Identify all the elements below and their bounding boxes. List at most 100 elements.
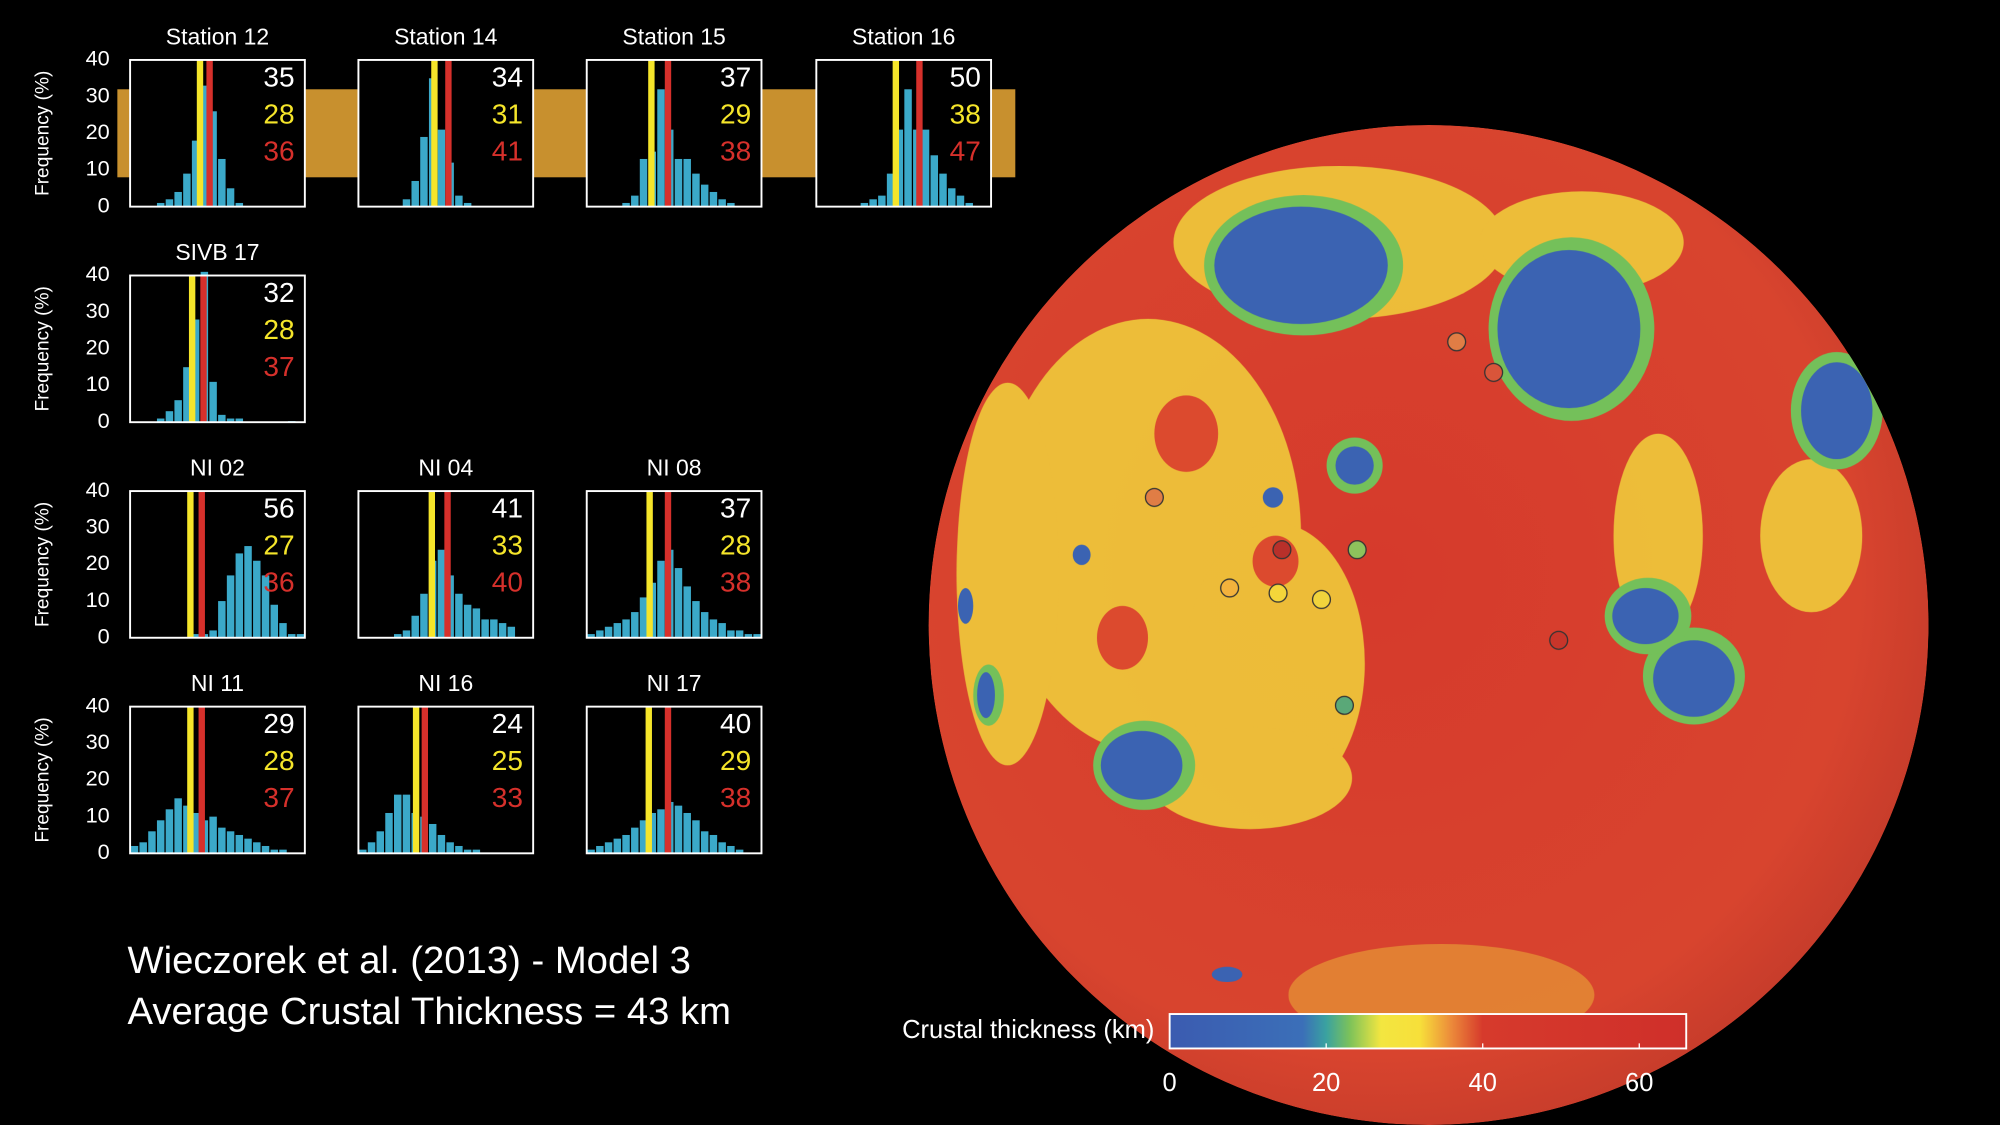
stat-label: 35 — [263, 61, 294, 92]
bar — [657, 809, 665, 854]
bar — [718, 199, 726, 207]
bar — [674, 158, 683, 207]
stat-label: 37 — [263, 782, 294, 813]
bar — [174, 191, 182, 207]
bar — [226, 418, 235, 423]
bar — [939, 173, 947, 207]
y-tick-label: 20 — [86, 119, 110, 144]
stat-label: 33 — [492, 530, 523, 561]
panel-title: NI 16 — [418, 670, 473, 696]
x-tick-label: 40 — [1469, 1069, 1497, 1097]
bar — [244, 546, 252, 638]
bar — [596, 845, 604, 854]
bar — [139, 842, 147, 854]
bar — [209, 111, 217, 207]
bar — [956, 195, 965, 207]
marker-line — [431, 59, 438, 207]
panel-frame — [129, 58, 306, 208]
bar — [472, 608, 481, 638]
bar — [674, 805, 683, 854]
y-tick-label: 0 — [98, 623, 110, 648]
bar — [130, 845, 139, 854]
x-tick-label: 0 — [1163, 1069, 1177, 1097]
caption-line: Average Crustal Thickness = 43 km — [128, 990, 731, 1033]
bar — [692, 173, 700, 207]
bar — [735, 849, 744, 854]
panel-title: NI 04 — [418, 454, 473, 480]
bar — [622, 834, 630, 854]
stat-label: 31 — [492, 98, 523, 129]
stat-label: 32 — [263, 277, 294, 308]
bar — [420, 593, 428, 638]
bar — [639, 158, 648, 207]
bar — [622, 202, 630, 207]
bar — [463, 604, 472, 638]
bar — [700, 612, 709, 638]
y-tick-label: 30 — [86, 513, 110, 538]
stat-label: 33 — [492, 782, 523, 813]
y-tick-label: 30 — [86, 82, 110, 107]
panel-title: SIVB 17 — [175, 239, 259, 265]
bar — [235, 553, 244, 638]
bar — [385, 812, 393, 854]
bar — [428, 823, 437, 854]
bar — [218, 601, 226, 638]
bar — [156, 418, 165, 423]
panel-frame — [357, 58, 535, 208]
bar — [455, 593, 463, 638]
bar — [296, 634, 305, 638]
bar — [727, 202, 735, 207]
stat-label: 29 — [720, 98, 751, 129]
marker-line — [187, 706, 194, 854]
marker-line — [206, 59, 213, 207]
stat-label: 38 — [950, 98, 981, 129]
bar — [279, 849, 287, 854]
marker-line — [664, 491, 672, 638]
stat-label: 56 — [263, 493, 294, 524]
panel-bg — [130, 275, 305, 423]
bar — [411, 180, 419, 207]
stat-label: 38 — [720, 567, 751, 598]
stat-label: 38 — [720, 782, 751, 813]
y-tick-label: 10 — [86, 802, 110, 827]
bar — [183, 805, 191, 854]
bar — [218, 414, 226, 423]
marker-line — [198, 491, 205, 638]
bar — [156, 820, 165, 854]
bar — [420, 136, 428, 207]
bar — [744, 634, 753, 638]
panel-bg — [586, 491, 762, 638]
bar — [683, 158, 691, 207]
stat-label: 28 — [263, 314, 294, 345]
bar — [604, 626, 613, 638]
marker-line — [664, 706, 672, 854]
bar — [683, 586, 691, 638]
stat-label: 47 — [950, 135, 981, 166]
y-tick-label: 40 — [86, 46, 110, 71]
bar — [735, 630, 744, 638]
bar — [587, 849, 595, 854]
y-tick-label: 30 — [86, 729, 110, 754]
bar — [200, 85, 209, 207]
bar — [218, 158, 226, 207]
bar — [402, 794, 411, 854]
panel-title: NI 08 — [647, 454, 702, 480]
y-tick-label: 10 — [86, 371, 110, 396]
bar — [359, 849, 367, 854]
bar — [631, 612, 639, 638]
bar — [490, 619, 498, 638]
bar — [709, 191, 718, 207]
bar — [148, 831, 156, 854]
stat-label: 27 — [263, 530, 294, 561]
panel-frame — [357, 490, 535, 639]
panel-title: NI 02 — [190, 454, 245, 480]
marker-line — [444, 491, 451, 638]
bar — [587, 634, 595, 638]
bar — [904, 89, 912, 207]
panel-frame — [129, 490, 306, 639]
stat-label: 50 — [950, 61, 981, 92]
stat-label: 38 — [720, 135, 751, 166]
stat-label: 37 — [263, 351, 294, 382]
panel-frame — [815, 58, 993, 208]
